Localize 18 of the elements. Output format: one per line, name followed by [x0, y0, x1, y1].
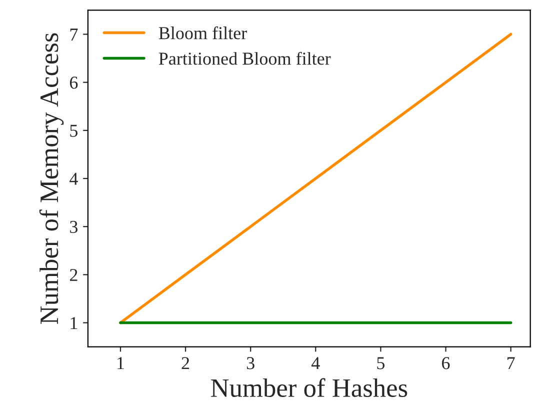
x-tick-label: 4 [311, 357, 320, 370]
x-tick-label: 1 [118, 357, 124, 370]
x-axis-title: Number of Hashes [210, 378, 408, 398]
y-tick-label: 6 [70, 76, 78, 89]
x-tick-label: 3 [246, 357, 254, 370]
legend-label: Bloom filter [158, 26, 247, 40]
x-tick-label: 6 [442, 357, 450, 370]
y-tick-label: 2 [70, 268, 78, 281]
legend-label: Partitioned Bloom filter [158, 52, 331, 65]
x-tick-label: 2 [182, 357, 190, 370]
x-tick-label: 7 [507, 357, 515, 370]
x-tick-label: 5 [377, 357, 385, 370]
y-axis-title: Number of Memory Access [39, 33, 64, 324]
y-tick-label: 4 [70, 172, 78, 185]
y-tick-label: 5 [70, 124, 78, 137]
y-tick-label: 7 [70, 28, 78, 41]
y-tick-label: 1 [70, 317, 78, 330]
y-tick-label: 3 [70, 220, 78, 234]
